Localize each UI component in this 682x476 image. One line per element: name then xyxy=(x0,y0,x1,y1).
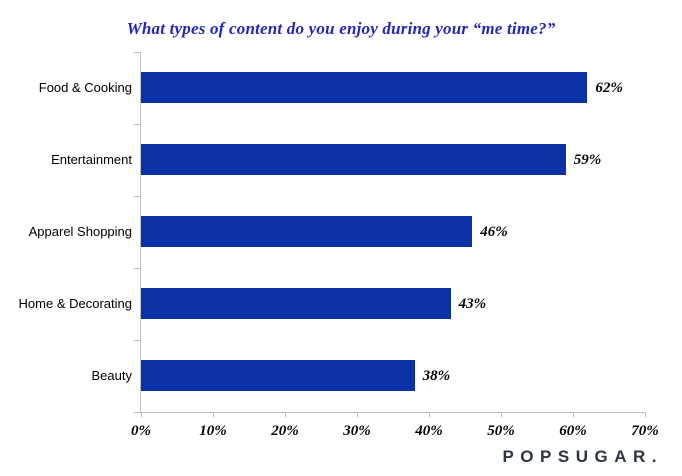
x-axis-tick-label: 10% xyxy=(199,423,227,439)
x-axis-tick xyxy=(573,412,574,417)
y-axis-tick xyxy=(134,52,141,53)
value-label: 43% xyxy=(458,296,487,312)
bar-row: Food & Cooking 62% xyxy=(39,52,645,124)
x-axis-tick xyxy=(357,412,358,417)
x-axis-tick-label: 70% xyxy=(631,423,659,439)
value-label: 38% xyxy=(422,368,451,384)
bar-row: Home & Decorating 43% xyxy=(19,268,645,340)
x-axis-tick xyxy=(141,412,142,417)
x-axis-tick-label: 50% xyxy=(487,423,515,439)
category-label: Food & Cooking xyxy=(38,80,132,95)
plot-area: Food & Cooking 62% Entertainment 59% Apparel… xyxy=(19,52,659,439)
y-axis-tick xyxy=(134,340,141,341)
y-axis-tick xyxy=(134,124,141,125)
x-axis-tick xyxy=(213,412,214,417)
x-axis-tick xyxy=(501,412,502,417)
chart-title: What types of content do you enjoy durin… xyxy=(126,19,556,38)
x-axis-tick-label: 30% xyxy=(343,423,371,439)
y-axis-tick xyxy=(134,268,141,269)
bar xyxy=(141,144,566,175)
category-label: Home & Decorating xyxy=(18,296,132,311)
bar xyxy=(141,360,415,391)
x-axis-tick-label: 20% xyxy=(271,423,299,439)
value-label: 62% xyxy=(595,80,623,96)
bar-row: Beauty 38% xyxy=(92,340,645,412)
y-axis-tick xyxy=(134,196,141,197)
x-axis-tick xyxy=(645,412,646,417)
bar-row: Entertainment 59% xyxy=(51,124,645,196)
x-axis-tick xyxy=(285,412,286,417)
popsugar-logo: POPSUGAR. xyxy=(502,447,663,466)
bar-row: Apparel Shopping 46% xyxy=(29,196,645,268)
bar xyxy=(141,72,588,103)
value-label: 46% xyxy=(480,224,508,240)
x-axis-tick-label: 40% xyxy=(415,423,443,439)
y-axis-tick xyxy=(134,412,141,413)
bar xyxy=(141,288,451,319)
x-axis-tick-label: 60% xyxy=(559,423,587,439)
category-label: Apparel Shopping xyxy=(28,224,132,239)
category-label: Entertainment xyxy=(51,152,132,167)
x-axis-tick xyxy=(429,412,430,417)
category-label: Beauty xyxy=(91,368,132,383)
bar xyxy=(141,216,473,247)
x-axis-tick-label: 0% xyxy=(131,423,151,439)
value-label: 59% xyxy=(573,152,602,168)
